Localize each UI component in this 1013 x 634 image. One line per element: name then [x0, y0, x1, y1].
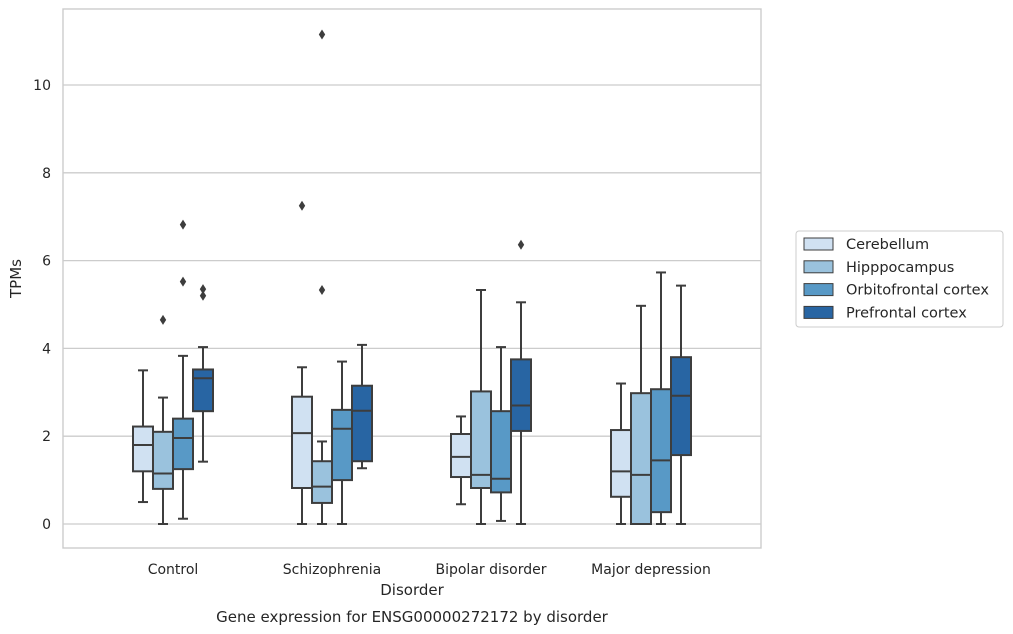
x-tick-label: Bipolar disorder — [435, 562, 546, 578]
outlier-point — [298, 200, 306, 211]
box-4-3 — [510, 239, 532, 525]
x-tick-label: Control — [148, 562, 199, 578]
y-tick-label: 6 — [42, 254, 51, 270]
plot-frame — [62, 8, 762, 549]
box-iqr — [311, 460, 333, 504]
box-iqr — [510, 358, 532, 432]
x-axis-label: Disorder — [380, 581, 444, 599]
box-iqr — [490, 410, 512, 494]
legend-label: Cerebellum — [846, 237, 929, 253]
box-1-3 — [450, 415, 472, 506]
box-iqr — [450, 433, 472, 479]
box-iqr — [132, 425, 154, 473]
legend-swatch — [803, 283, 834, 297]
box-iqr — [152, 430, 174, 490]
outlier-point — [318, 285, 326, 296]
y-tick-label: 4 — [42, 341, 51, 357]
outlier-point — [159, 314, 167, 325]
box-2-1 — [152, 314, 174, 525]
outlier-point — [318, 29, 326, 40]
y-tick-labels: 0 2 4 6 8 10 — [33, 78, 51, 533]
box-2-3 — [470, 289, 492, 525]
outlier-point — [179, 219, 187, 230]
box-3-1 — [172, 219, 194, 520]
box-iqr — [630, 392, 652, 526]
x-tick-label: Major depression — [591, 562, 711, 578]
box-3-4 — [650, 271, 672, 525]
y-axis-label: TPMs — [7, 259, 25, 299]
box-iqr — [291, 395, 313, 490]
box-iqr — [331, 408, 353, 482]
box-1-1 — [132, 369, 154, 504]
legend-frame — [795, 230, 1004, 328]
box-3-3 — [490, 346, 512, 522]
figure-caption: Gene expression for ENSG00000272172 by d… — [216, 608, 609, 626]
box-1-2 — [291, 200, 313, 525]
box-2-2 — [311, 29, 333, 525]
x-tick-label: Schizophrenia — [283, 562, 381, 578]
box-iqr — [610, 429, 632, 498]
legend-swatch — [803, 237, 834, 251]
legend: Cerebellum Hipppocampus Orbitofrontal cort… — [795, 230, 1004, 328]
outlier-point — [517, 239, 525, 250]
x-tick-labels: Control Schizophrenia Bipolar disorder Majo… — [148, 562, 711, 578]
outlier-point — [199, 290, 207, 301]
box-4-4 — [670, 284, 692, 525]
legend-label: Prefrontal cortex — [846, 305, 967, 321]
outlier-point — [179, 276, 187, 287]
y-tick-label: 8 — [42, 166, 51, 182]
boxes-layer — [132, 29, 692, 526]
box-iqr — [192, 368, 214, 413]
box-iqr — [670, 356, 692, 457]
y-tick-label: 10 — [33, 78, 51, 94]
outlier-point — [199, 284, 207, 295]
box-4-1 — [192, 284, 214, 463]
legend-swatch — [803, 260, 834, 274]
legend-label: Hipppocampus — [846, 260, 954, 276]
y-tick-label: 0 — [42, 517, 51, 533]
box-2-4 — [630, 304, 652, 526]
box-iqr — [351, 384, 373, 463]
box-4-2 — [351, 343, 373, 470]
box-iqr — [172, 417, 194, 471]
box-iqr — [650, 388, 672, 514]
legend-swatch — [803, 305, 834, 319]
legend-label: Orbitofrontal cortex — [846, 283, 989, 299]
y-tick-label: 2 — [42, 429, 51, 445]
box-iqr — [470, 390, 492, 490]
